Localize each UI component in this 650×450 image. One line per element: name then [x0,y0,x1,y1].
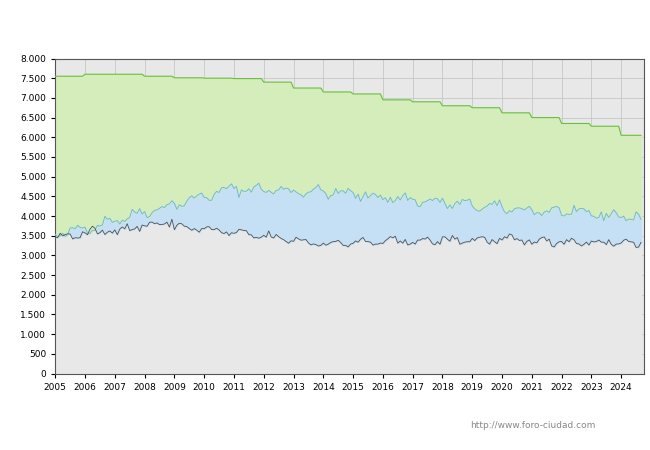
Text: Astorga - Evolucion de la poblacion en edad de Trabajar Septiembre de 2024: Astorga - Evolucion de la poblacion en e… [58,15,592,30]
Text: http://www.foro-ciudad.com: http://www.foro-ciudad.com [471,421,595,430]
